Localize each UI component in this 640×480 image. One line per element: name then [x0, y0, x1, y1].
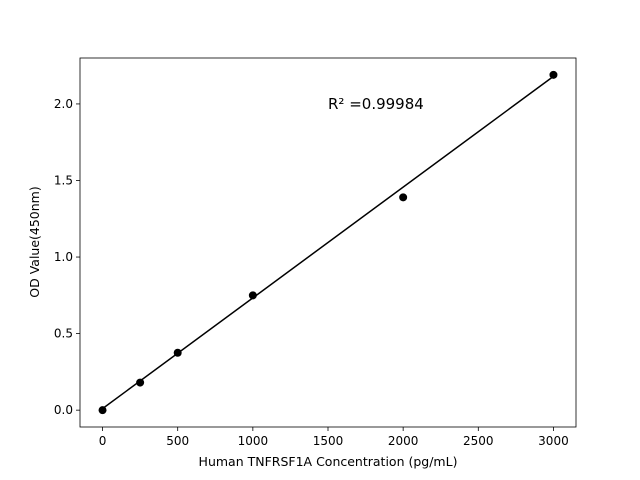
y-tick-label: 0.0 [54, 403, 73, 417]
x-tick-label: 2500 [463, 434, 494, 448]
data-point [98, 406, 107, 415]
x-axis-label: Human TNFRSF1A Concentration (pg/mL) [199, 454, 458, 469]
x-tick-label: 0 [99, 434, 107, 448]
y-tick-label: 2.0 [54, 97, 73, 111]
y-axis-label: OD Value(450nm) [27, 186, 42, 297]
data-point [136, 378, 145, 387]
x-tick-label: 500 [166, 434, 189, 448]
annotation: R² =0.99984 [328, 95, 424, 113]
data-point [399, 193, 408, 202]
x-tick-label: 3000 [538, 434, 569, 448]
y-tick-label: 1.5 [54, 173, 73, 187]
plot-frame [79, 57, 577, 428]
data-point [173, 348, 182, 357]
y-tick-label: 1.0 [54, 250, 73, 264]
x-tick-label: 1000 [238, 434, 269, 448]
x-tick-label: 1500 [313, 434, 344, 448]
data-point [248, 291, 257, 300]
fit-line [102, 75, 554, 410]
x-tick-label: 2000 [388, 434, 419, 448]
data-point [549, 70, 558, 79]
y-tick-label: 0.5 [54, 327, 73, 341]
